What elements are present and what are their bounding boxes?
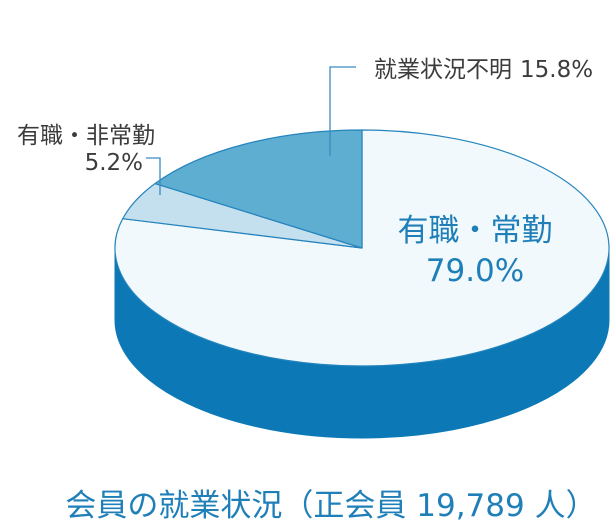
slice-label-unknown-name: 就業状況不明	[374, 57, 512, 83]
pie-slice-full-time	[114, 129, 610, 367]
leader-line-part-time	[146, 157, 161, 195]
slice-label-unknown-value: 15.8%	[520, 57, 593, 83]
slice-label-part-time-value: 5.2%	[85, 150, 143, 176]
slice-label-part-time-name: 有職・非常勤	[17, 123, 155, 149]
slice-label-unknown: 就業状況不明 15.8%	[374, 57, 593, 83]
chart-title: 会員の就業状況（正会員 19,789 人）	[65, 488, 596, 524]
slice-label-full-time-name: 有職・常勤	[398, 213, 553, 249]
slice-label-full-time-value: 79.0%	[426, 253, 524, 289]
leader-line-unknown	[329, 66, 356, 156]
pie-slice-unknown	[154, 129, 363, 249]
pie-body	[114, 129, 610, 439]
